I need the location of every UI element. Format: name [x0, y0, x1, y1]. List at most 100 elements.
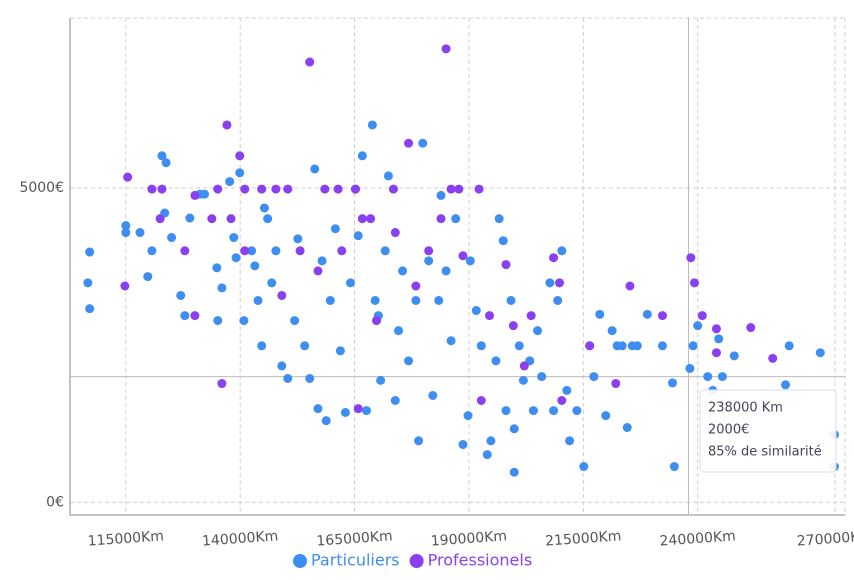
x-tick-label: 140000Km	[202, 528, 279, 549]
point	[85, 247, 95, 257]
point	[357, 151, 367, 161]
point	[357, 214, 367, 224]
point	[418, 138, 428, 148]
point	[545, 278, 555, 288]
point	[155, 214, 165, 224]
point	[714, 334, 724, 344]
point	[471, 306, 481, 316]
point	[370, 295, 380, 305]
point	[217, 379, 227, 389]
point	[501, 260, 511, 270]
point	[180, 246, 190, 256]
point	[693, 321, 703, 331]
point	[474, 184, 484, 194]
point	[335, 346, 345, 356]
point	[123, 172, 133, 182]
point	[376, 375, 386, 385]
point	[295, 246, 305, 256]
point	[519, 361, 529, 371]
point	[768, 353, 778, 363]
point	[313, 404, 323, 414]
point	[508, 321, 518, 331]
point	[642, 309, 652, 319]
point	[257, 184, 267, 194]
point	[259, 203, 269, 213]
point	[632, 341, 642, 351]
legend-marker	[409, 554, 424, 568]
point	[305, 57, 315, 67]
point	[225, 177, 235, 187]
point	[482, 450, 492, 460]
point	[321, 416, 331, 426]
point	[441, 266, 451, 276]
point	[277, 361, 287, 371]
point	[383, 171, 393, 181]
point	[317, 256, 327, 266]
point	[585, 341, 595, 351]
point	[434, 295, 444, 305]
point	[353, 404, 363, 414]
point	[411, 281, 421, 291]
point	[781, 380, 791, 390]
point	[537, 372, 547, 382]
point	[367, 120, 377, 130]
point	[176, 290, 186, 300]
point	[147, 246, 157, 256]
point	[485, 311, 495, 321]
point	[657, 311, 667, 321]
point	[121, 221, 131, 231]
point	[703, 372, 713, 382]
point	[147, 184, 157, 194]
point	[240, 184, 250, 194]
point	[657, 341, 667, 351]
point	[555, 278, 565, 288]
point	[240, 246, 250, 256]
point	[157, 151, 167, 161]
point	[121, 228, 131, 238]
point	[476, 396, 486, 406]
point	[501, 406, 511, 416]
point	[390, 228, 400, 238]
point	[476, 341, 486, 351]
point	[494, 214, 504, 224]
tooltip-line: 238000 Km	[708, 401, 783, 416]
point	[85, 304, 95, 314]
point	[157, 184, 167, 194]
point	[361, 406, 371, 416]
point	[185, 213, 195, 223]
point	[277, 290, 287, 300]
x-tick-label: 165000Km	[316, 528, 393, 549]
point	[393, 326, 403, 336]
point	[231, 253, 241, 263]
point	[498, 236, 508, 246]
point	[579, 462, 589, 472]
point	[290, 316, 300, 326]
point	[553, 295, 563, 305]
point	[454, 184, 464, 194]
point	[83, 278, 93, 288]
point	[424, 256, 434, 266]
tooltip-line: 85% de similarité	[708, 445, 822, 460]
point	[557, 246, 567, 256]
x-tick-label: 215000Km	[545, 528, 622, 549]
point	[143, 272, 153, 282]
point	[310, 164, 320, 174]
x-tick-label: 115000Km	[87, 528, 164, 549]
point	[509, 424, 519, 434]
point	[372, 316, 382, 326]
point	[746, 323, 756, 333]
point	[398, 266, 408, 276]
point	[509, 467, 519, 477]
point	[436, 214, 446, 224]
point	[622, 423, 632, 433]
point	[212, 263, 222, 273]
point	[436, 190, 446, 200]
point	[333, 184, 343, 194]
point	[257, 341, 267, 351]
point	[549, 253, 559, 263]
point	[263, 214, 273, 224]
point	[689, 278, 699, 288]
point	[283, 373, 293, 383]
point	[446, 184, 456, 194]
point	[404, 356, 414, 366]
